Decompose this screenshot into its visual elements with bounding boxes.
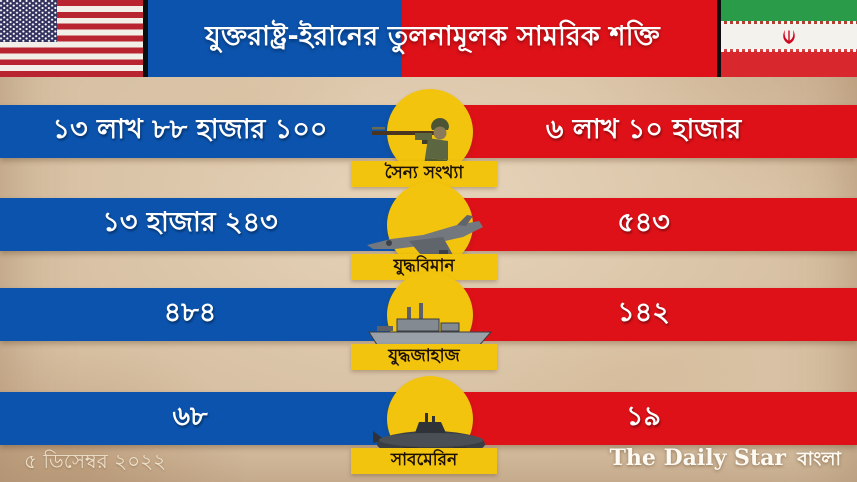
comparison-row-warships: ৪৮৪ ১৪২ যুদ্ধজাহাজ bbox=[0, 272, 857, 398]
iran-flag-takbir-band bbox=[721, 21, 857, 24]
category-label: সাবমেরিন bbox=[351, 448, 497, 474]
iran-value-bar: ১৯ bbox=[430, 392, 857, 445]
us-value: ১৩ হাজার ২৪৩ bbox=[102, 207, 278, 238]
us-flag-canton bbox=[0, 0, 57, 42]
us-value: ১৩ লাখ ৮৮ হাজার ১০০ bbox=[52, 114, 328, 145]
iran-value-bar: ৬ লাখ ১০ হাজার bbox=[430, 105, 857, 158]
comparison-row-submarines: ৬৮ ১৯ সাবমেরিন bbox=[0, 376, 857, 482]
iran-value-bar: ৫৪৩ bbox=[430, 198, 857, 251]
divider bbox=[717, 0, 721, 77]
iran-emblem-icon bbox=[783, 29, 795, 44]
us-value-bar: ৪৮৪ bbox=[0, 288, 430, 341]
iran-value: ১৯ bbox=[625, 401, 662, 432]
category-label: যুদ্ধজাহাজ bbox=[351, 344, 497, 370]
us-value-bar: ৬৮ bbox=[0, 392, 430, 445]
divider bbox=[143, 0, 148, 77]
page-title: যুক্তরাষ্ট্র-ইরানের তুলনামূলক সামরিক শক্… bbox=[205, 21, 660, 52]
comparison-row-soldiers: ১৩ লাখ ৮৮ হাজার ১০০ ৬ লাখ ১০ হাজার সৈন্য… bbox=[0, 89, 857, 215]
us-value: ৬৮ bbox=[172, 401, 208, 432]
iran-value: ৫৪৩ bbox=[617, 207, 670, 238]
publish-date: ৫ ডিসেম্বর ২০২২ bbox=[24, 449, 167, 473]
us-value: ৪৮৪ bbox=[163, 297, 217, 328]
title-banner: যুক্তরাষ্ট্র-ইরানের তুলনামূলক সামরিক শক্… bbox=[148, 0, 717, 77]
iran-flag-takbir-band bbox=[721, 49, 857, 52]
brand-name: The Daily Star bbox=[609, 445, 786, 471]
iran-value: ১৪২ bbox=[617, 297, 670, 328]
comparison-row-aircraft: ১৩ হাজার ২৪৩ ৫৪৩ যুদ্ধবিমান bbox=[0, 182, 857, 308]
iran-value-bar: ১৪২ bbox=[430, 288, 857, 341]
us-value-bar: ১৩ লাখ ৮৮ হাজার ১০০ bbox=[0, 105, 430, 158]
brand-suffix: বাংলা bbox=[797, 448, 841, 470]
brand-logo: The Daily Star বাংলা bbox=[610, 445, 841, 477]
category-label: সৈন্য সংখ্যা bbox=[351, 161, 497, 187]
us-value-bar: ১৩ হাজার ২৪৩ bbox=[0, 198, 430, 251]
fighter-jet-icon bbox=[367, 215, 483, 259]
header: যুক্তরাষ্ট্র-ইরানের তুলনামূলক সামরিক শক্… bbox=[0, 0, 857, 77]
iran-flag bbox=[721, 0, 857, 77]
us-flag bbox=[0, 0, 143, 77]
iran-value: ৬ লাখ ১০ হাজার bbox=[545, 114, 742, 145]
